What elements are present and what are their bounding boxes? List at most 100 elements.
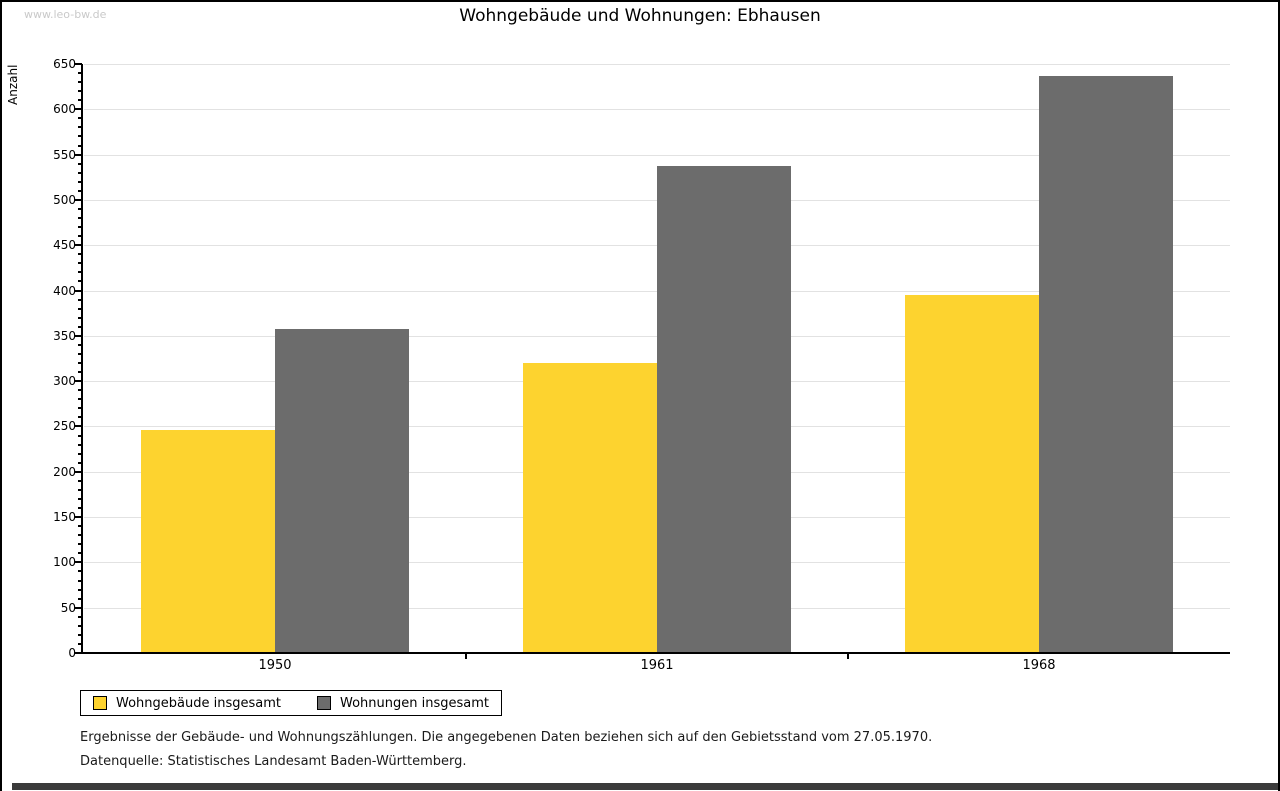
gridline-550: [84, 154, 1230, 156]
y-tick-label-250: 250: [53, 419, 76, 434]
y-tick-label-450: 450: [53, 238, 76, 253]
y-tick-350: [74, 334, 82, 337]
y-tick-label-650: 650: [53, 57, 76, 71]
y-tick-450: [74, 244, 82, 247]
y-tick-label-150: 150: [53, 510, 76, 525]
y-tick-540: [78, 162, 82, 165]
y-tick-390: [78, 298, 82, 301]
y-tick-400: [74, 289, 82, 292]
y-tick-label-100: 100: [53, 555, 76, 570]
footnote-line1: Ergebnisse der Gebäude- und Wohnungszähl…: [80, 730, 933, 745]
y-tick-label-200: 200: [53, 464, 76, 479]
y-tick-label-400: 400: [53, 283, 76, 298]
y-tick-240: [78, 434, 82, 437]
y-tick-label-50: 50: [60, 600, 76, 615]
y-tick-530: [78, 171, 82, 174]
y-tick-290: [78, 389, 82, 392]
y-tick-80: [78, 579, 82, 582]
y-tick-510: [78, 189, 82, 192]
y-tick-430: [78, 262, 82, 265]
bar-wohngebäude-1968: [905, 294, 1039, 652]
bar-wohngebäude-1961: [523, 362, 657, 652]
legend: Wohngebäude insgesamt Wohnungen insgesam…: [80, 690, 502, 716]
y-tick-150: [74, 516, 82, 519]
y-tick-600: [74, 108, 82, 111]
y-tick-520: [78, 180, 82, 183]
y-tick-130: [78, 534, 82, 537]
legend-item-wohnungen: Wohnungen insgesamt: [317, 696, 489, 711]
y-tick-70: [78, 588, 82, 591]
legend-swatch-wohngebaeude: [93, 696, 107, 710]
y-tick-10: [78, 642, 82, 645]
y-tick-360: [78, 325, 82, 328]
chart-title: Wohngebäude und Wohnungen: Ebhausen: [459, 6, 821, 26]
y-tick-180: [78, 488, 82, 491]
y-tick-170: [78, 497, 82, 500]
y-tick-470: [78, 226, 82, 229]
y-tick-380: [78, 307, 82, 310]
y-tick-340: [78, 343, 82, 346]
y-tick-label-500: 500: [53, 192, 76, 207]
y-tick-500: [74, 198, 82, 201]
y-tick-label-350: 350: [53, 328, 76, 343]
plot-area: [84, 64, 1230, 652]
y-tick-40: [78, 615, 82, 618]
y-tick-620: [78, 90, 82, 93]
gridline-650: [84, 64, 1230, 65]
y-tick-480: [78, 217, 82, 220]
y-tick-90: [78, 570, 82, 573]
y-tick-650: [74, 63, 82, 65]
y-tick-310: [78, 371, 82, 374]
legend-label-wohnungen: Wohnungen insgesamt: [340, 695, 489, 711]
y-tick-270: [78, 407, 82, 410]
legend-swatch-wohnungen: [317, 696, 331, 710]
frame-bottom-shadow: [12, 783, 1278, 790]
y-tick-580: [78, 126, 82, 129]
y-tick-140: [78, 525, 82, 528]
footnote-line2: Datenquelle: Statistisches Landesamt Bad…: [80, 754, 467, 769]
y-tick-570: [78, 135, 82, 138]
y-tick-250: [74, 425, 82, 428]
y-tick-30: [78, 624, 82, 627]
bar-wohnungen-1950: [275, 328, 409, 652]
y-tick-220: [78, 452, 82, 455]
y-tick-420: [78, 271, 82, 274]
y-tick-590: [78, 117, 82, 120]
y-tick-550: [74, 153, 82, 156]
bar-wohngebäude-1950: [141, 430, 275, 652]
y-tick-label-0: 0: [68, 646, 76, 660]
y-tick-260: [78, 416, 82, 419]
y-tick-560: [78, 144, 82, 147]
y-tick-640: [78, 72, 82, 75]
y-axis-line: [81, 64, 83, 654]
y-tick-100: [74, 561, 82, 564]
gridline-600: [84, 109, 1230, 111]
y-tick-460: [78, 235, 82, 238]
y-tick-230: [78, 443, 82, 446]
y-tick-370: [78, 316, 82, 319]
x-category-label-1968: 1968: [1022, 658, 1056, 673]
y-tick-200: [74, 470, 82, 473]
y-tick-120: [78, 543, 82, 546]
y-tick-440: [78, 253, 82, 256]
bar-wohnungen-1968: [1039, 75, 1173, 652]
y-tick-20: [78, 633, 82, 636]
x-axis-line: [81, 652, 1230, 654]
y-tick-320: [78, 362, 82, 365]
y-tick-630: [78, 81, 82, 84]
watermark: www.leo-bw.de: [24, 8, 107, 21]
y-tick-160: [78, 507, 82, 509]
bar-wohnungen-1961: [657, 166, 791, 652]
y-axis-label: Anzahl: [6, 64, 20, 105]
y-tick-110: [78, 552, 82, 555]
y-tick-label-600: 600: [53, 102, 76, 117]
y-tick-210: [78, 461, 82, 464]
x-category-label-1950: 1950: [258, 658, 292, 673]
legend-label-wohngebaeude: Wohngebäude insgesamt: [116, 695, 281, 711]
y-tick-330: [78, 352, 82, 355]
y-tick-490: [78, 207, 82, 210]
y-tick-280: [78, 398, 82, 401]
y-tick-0: [74, 652, 82, 654]
x-boundary-tick-2: [847, 654, 849, 659]
